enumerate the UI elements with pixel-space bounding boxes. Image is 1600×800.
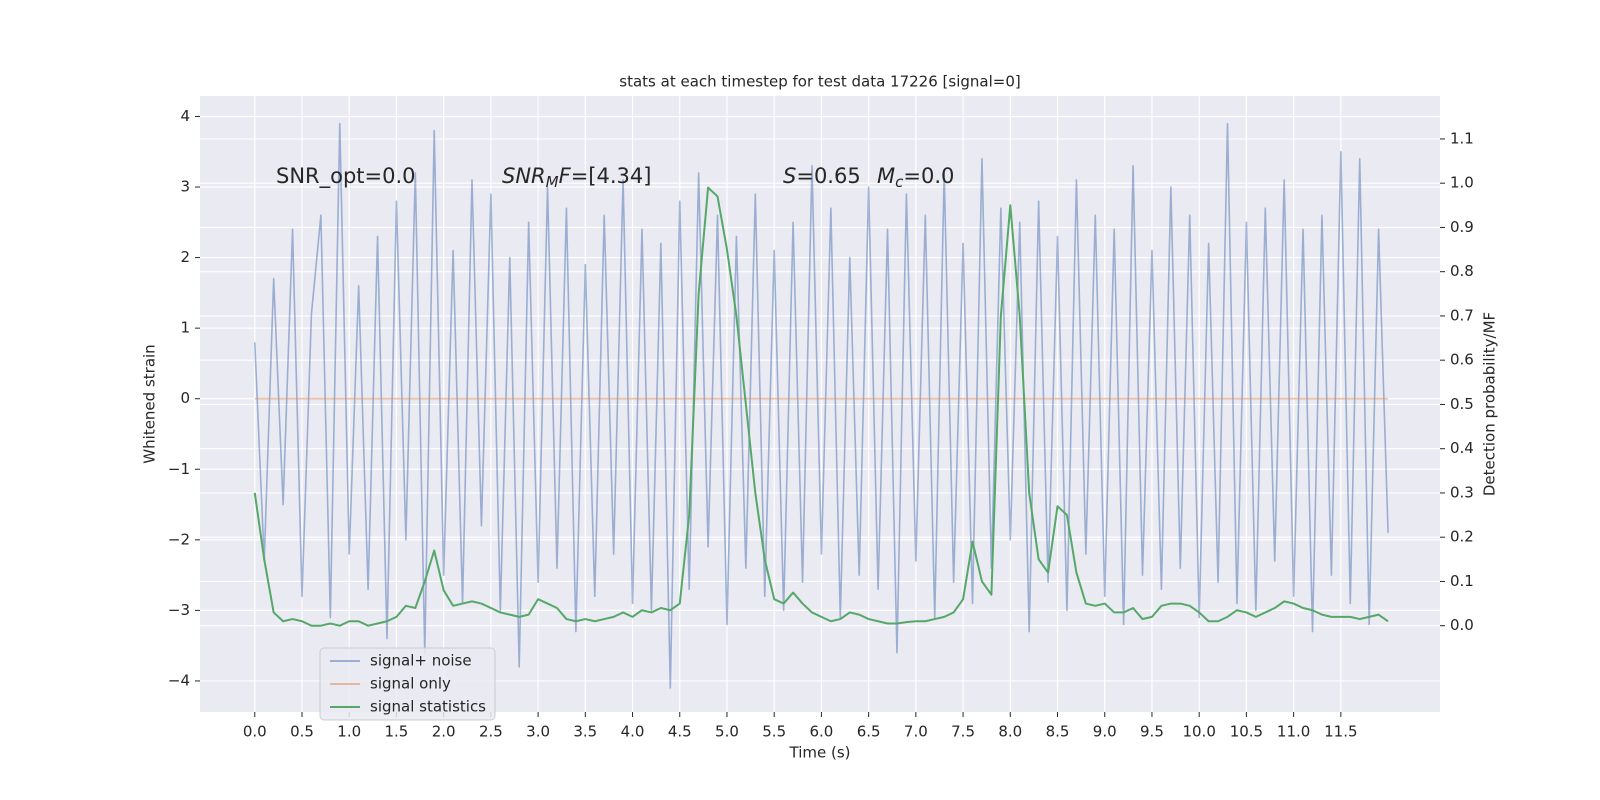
series-line	[253, 122, 1389, 689]
x-tick-label: 5.5	[762, 723, 786, 741]
x-tick-label: 8.5	[1046, 723, 1070, 741]
y-tick-label: −3	[168, 601, 190, 619]
y-tick-label: −1	[168, 460, 190, 478]
x-tick-label: 1.5	[385, 723, 409, 741]
annotation: Mc=0.0	[877, 164, 954, 191]
annotation-part: =0.65	[796, 164, 860, 188]
annotation-part: S	[783, 164, 796, 188]
y2-tick-label: 0.6	[1450, 351, 1474, 369]
x-tick-label: 9.0	[1093, 723, 1117, 741]
y2-tick-label: 1.1	[1450, 129, 1474, 147]
y2-tick-label: 0.5	[1450, 395, 1474, 413]
y-axis-label: Whitened strain	[141, 344, 159, 463]
annotation: SNR_opt=0.0	[276, 164, 416, 189]
y2-tick-label: 0.1	[1450, 572, 1474, 590]
annotation-part: =[4.34]	[571, 164, 652, 188]
annotation: SNRMF=[4.34]	[502, 164, 651, 191]
y-tick-label: 4	[180, 107, 190, 125]
y2-tick-label: 0.3	[1450, 483, 1474, 501]
x-tick-label: 2.5	[479, 723, 503, 741]
chart-title: stats at each timestep for test data 172…	[619, 73, 1020, 91]
x-tick-label: 8.0	[998, 723, 1022, 741]
x-tick-label: 10.0	[1182, 723, 1215, 741]
y-tick-label: 3	[180, 178, 190, 196]
y2-tick-label: 0.4	[1450, 439, 1474, 457]
annotation-part: =0.0	[903, 164, 954, 188]
x-tick-label: 10.5	[1230, 723, 1263, 741]
y-tick-label: −4	[168, 671, 190, 689]
marks	[253, 122, 1389, 689]
y-tick-label: −2	[168, 530, 190, 548]
legend-box	[319, 647, 496, 721]
series-line	[253, 186, 1389, 627]
x-tick-label: 9.5	[1140, 723, 1164, 741]
x-tick-label: 3.5	[573, 723, 597, 741]
y2-tick-label: 0.9	[1450, 218, 1474, 236]
y2-tick-label: 0.8	[1450, 262, 1474, 280]
y-tick-label: 0	[180, 389, 190, 407]
y2-tick-label: 0.7	[1450, 306, 1474, 324]
y2-tick-label: 1.0	[1450, 174, 1474, 192]
annotation-part: M	[546, 173, 559, 191]
x-tick-label: 11.5	[1324, 723, 1357, 741]
annotation: S=0.65	[783, 164, 861, 188]
x-tick-label: 4.5	[668, 723, 692, 741]
x-tick-label: 5.0	[715, 723, 739, 741]
x-tick-label: 7.5	[951, 723, 975, 741]
y2-tick-label: 0.2	[1450, 528, 1474, 546]
y2-axis-label: Detection probability/MF	[1481, 312, 1499, 496]
y2-tick-label: 0.0	[1450, 616, 1474, 634]
annotation-part: SNR_opt=0.0	[276, 164, 416, 189]
annotation-part: F	[559, 164, 572, 188]
x-tick-label: 2.0	[432, 723, 456, 741]
x-tick-label: 6.5	[857, 723, 881, 741]
x-tick-label: 1.0	[337, 723, 361, 741]
x-tick-label: 6.0	[809, 723, 833, 741]
y-tick-label: 2	[180, 248, 190, 266]
annotation-part: SNR	[502, 164, 546, 188]
legend-label: signal statistics	[370, 698, 486, 716]
x-tick-label: 3.0	[526, 723, 550, 741]
x-tick-label: 0.5	[290, 723, 314, 741]
labels: 0.0 0.5 1.0 1.5 2.0 2.5 3.0 3.5 4.0 4.5 5.0 5.5 6.0 6…	[168, 107, 1474, 741]
legend-label: signal only	[370, 675, 451, 693]
legend-label: signal+ noise	[370, 652, 472, 670]
x-tick-label: 7.0	[904, 723, 928, 741]
y-tick-label: 1	[180, 319, 190, 337]
annotation-part: M	[877, 164, 895, 188]
x-tick-label: 4.0	[621, 723, 645, 741]
annotation-part: c	[895, 173, 904, 191]
x-tick-label: 11.0	[1277, 723, 1310, 741]
x-tick-label: 0.0	[243, 723, 267, 741]
x-axis-label: Time (s)	[789, 744, 851, 762]
